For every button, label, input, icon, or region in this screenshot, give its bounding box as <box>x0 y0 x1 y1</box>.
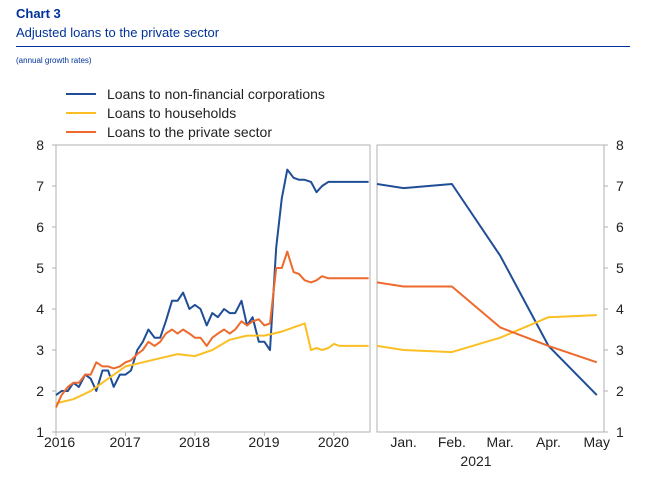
x-tick-label-right: Jan. <box>390 434 416 450</box>
y-tick-label-right: 6 <box>616 219 624 235</box>
legend-entry: Loans to the private sector <box>107 124 272 140</box>
series-line-right-0 <box>376 183 598 396</box>
y-tick-label-left: 3 <box>36 342 44 358</box>
header-divider <box>16 46 630 47</box>
x-tick-label-left: 2017 <box>109 434 140 450</box>
chart-header: Chart 3 Adjusted loans to the private se… <box>16 6 630 42</box>
left-panel-frame <box>55 144 371 433</box>
y-tick-label-left: 4 <box>36 301 44 317</box>
y-tick-label-right: 4 <box>616 301 624 317</box>
x-tick-label-left: 2016 <box>44 434 75 450</box>
y-tick-label-right: 5 <box>616 260 624 276</box>
y-tick-label-right: 8 <box>616 137 624 153</box>
chart-number: Chart 3 <box>16 6 61 21</box>
y-tick-label-right: 2 <box>616 383 624 399</box>
series-line-left-1 <box>55 322 369 405</box>
x-tick-label-right: Feb. <box>438 434 466 450</box>
y-tick-label-left: 6 <box>36 219 44 235</box>
y-tick-label-right: 1 <box>616 424 624 440</box>
y-tick-label-left: 2 <box>36 383 44 399</box>
x-year-label: 2021 <box>460 453 491 469</box>
chart-title: Adjusted loans to the private sector <box>16 25 220 40</box>
y-tick-label-left: 7 <box>36 178 44 194</box>
y-tick-label-left: 5 <box>36 260 44 276</box>
y-tick-label-right: 7 <box>616 178 624 194</box>
legend-entry: Loans to non-financial corporations <box>107 86 325 102</box>
series-line-left-2 <box>55 250 369 408</box>
legend-entry: Loans to households <box>107 105 236 121</box>
y-tick-label-left: 1 <box>36 424 44 440</box>
x-tick-label-left: 2019 <box>248 434 279 450</box>
x-tick-label-left: 2018 <box>179 434 210 450</box>
series-line-right-1 <box>376 314 597 354</box>
y-tick-label-left: 8 <box>36 137 44 153</box>
x-tick-label-right: Mar. <box>487 434 514 450</box>
series-line-left-0 <box>55 168 369 396</box>
series-line-right-2 <box>376 281 598 364</box>
x-tick-label-right: Apr. <box>536 434 561 450</box>
x-tick-label-right: May <box>584 434 610 450</box>
right-panel-frame <box>376 144 605 433</box>
chart-subtitle: (annual growth rates) <box>16 56 92 65</box>
x-tick-label-left: 2020 <box>318 434 349 450</box>
y-tick-label-right: 3 <box>616 342 624 358</box>
